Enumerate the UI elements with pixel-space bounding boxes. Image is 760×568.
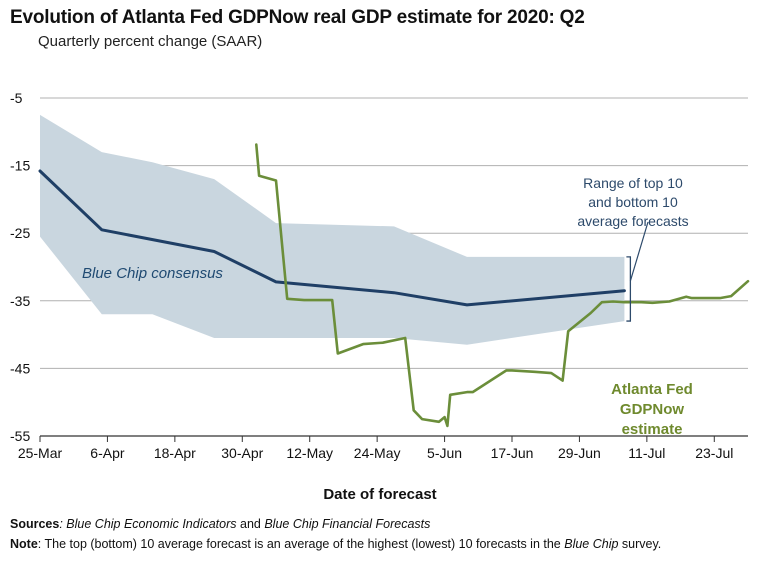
sources-label: Sources — [10, 517, 60, 531]
x-tick-label: 17-Jun — [491, 445, 534, 461]
sources-colon: : — [59, 517, 67, 531]
gdpnow-label: Atlanta Fed GDPNow estimate — [592, 380, 712, 440]
range-leader-line — [629, 221, 649, 282]
y-tick-label: -5 — [10, 90, 23, 106]
forecast-range-band — [40, 114, 625, 345]
footnote: Note: The top (bottom) 10 average foreca… — [10, 537, 661, 551]
gdpnow-label-line2: GDPNow estimate — [619, 401, 685, 438]
x-tick-label: 24-May — [354, 445, 401, 461]
x-tick-label: 29-Jun — [558, 445, 601, 461]
x-tick-label: 11-Jul — [628, 445, 665, 461]
gdpnow-label-line1: Atlanta Fed — [611, 381, 693, 398]
y-tick-label: -25 — [10, 225, 30, 241]
x-tick-label: 18-Apr — [154, 445, 196, 461]
sources-joiner: and — [236, 517, 265, 531]
y-tick-label: -15 — [10, 158, 30, 174]
consensus-label: Blue Chip consensus — [82, 265, 223, 282]
sources-title-1: Blue Chip Economic Indicators — [66, 517, 237, 531]
x-axis-title: Date of forecast — [323, 486, 437, 503]
forecast-range-band-layer — [40, 114, 625, 345]
gdpnow-estimate-line — [254, 143, 750, 428]
note-text-2: survey. — [618, 537, 662, 551]
x-tick-label: 23-Jul — [695, 445, 733, 461]
range-annotation-line3: average forecasts — [577, 213, 689, 229]
y-tick-label: -35 — [10, 293, 30, 309]
x-tick-label: 5-Jun — [427, 445, 462, 461]
sources-note: Sources: Blue Chip Economic Indicators a… — [10, 517, 430, 531]
note-label: Note — [10, 537, 38, 551]
x-tick-label: 30-Apr — [221, 445, 263, 461]
note-italic: Blue Chip — [564, 537, 619, 551]
range-annotation: Range of top 10 and bottom 10 average fo… — [558, 174, 708, 231]
range-bracket-layer — [626, 221, 649, 322]
range-bracket — [626, 256, 632, 322]
chart-subtitle: Quarterly percent change (SAAR) — [38, 33, 263, 50]
chart-title: Evolution of Atlanta Fed GDPNow real GDP… — [10, 7, 585, 28]
x-tick-label: 25-Mar — [18, 445, 63, 461]
x-tick-label: 6-Apr — [90, 445, 125, 461]
note-text-1: : The top (bottom) 10 average forecast i… — [37, 537, 565, 551]
series-lines-layer — [38, 143, 750, 428]
sources-title-2: Blue Chip Financial Forecasts — [264, 517, 431, 531]
range-annotation-line1: Range of top 10 — [583, 175, 683, 191]
range-annotation-line2: and bottom 10 — [588, 194, 678, 210]
x-tick-label: 12-May — [286, 445, 333, 461]
y-tick-label: -55 — [10, 428, 30, 444]
y-tick-label: -45 — [10, 360, 30, 376]
blue-chip-consensus-line — [38, 169, 626, 307]
